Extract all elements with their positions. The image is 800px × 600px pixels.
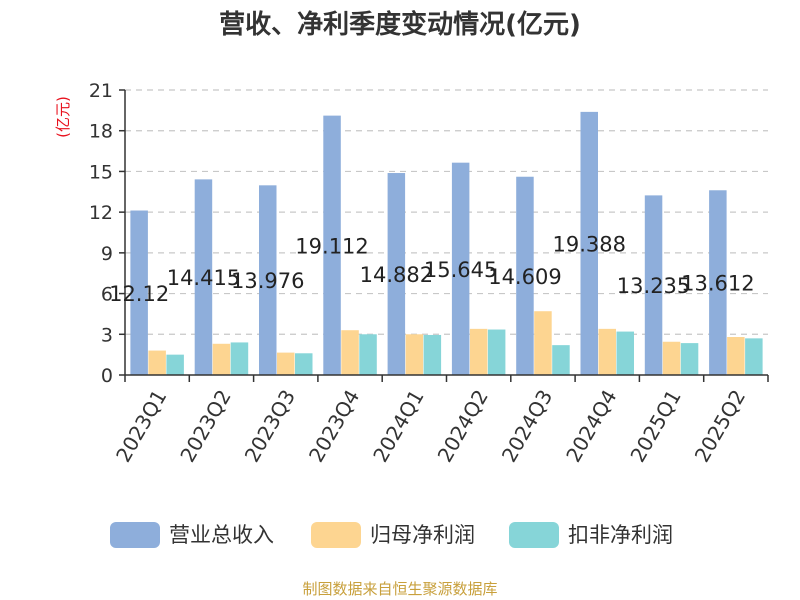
bar-2 xyxy=(469,328,488,375)
y-tick-label: 21 xyxy=(89,80,113,102)
x-tick-label: 2025Q1 xyxy=(625,386,685,467)
bar-1 xyxy=(387,173,406,375)
legend-swatch xyxy=(509,522,559,548)
data-label: 13.235 xyxy=(617,274,690,298)
x-tick-label: 2025Q2 xyxy=(690,386,750,467)
data-label: 12.12 xyxy=(109,282,169,306)
bar-3 xyxy=(359,334,377,375)
bar-2 xyxy=(662,341,681,375)
legend: 营业总收入 归母净利润 扣非净利润 xyxy=(110,522,673,548)
bar-3 xyxy=(616,331,634,375)
bar-2 xyxy=(598,328,616,375)
y-tick-label: 18 xyxy=(89,121,113,143)
x-tick-label: 2024Q2 xyxy=(433,386,493,467)
y-tick-label: 12 xyxy=(89,202,113,224)
x-tick-label: 2023Q2 xyxy=(175,386,235,467)
data-label: 13.612 xyxy=(681,272,754,296)
bar-1 xyxy=(259,185,277,375)
y-tick-label: 6 xyxy=(101,284,113,306)
gridlines xyxy=(125,89,768,335)
legend-label: 归母净利润 xyxy=(370,523,475,547)
bar-1 xyxy=(516,176,534,375)
bar-3 xyxy=(166,354,184,375)
legend-swatch xyxy=(110,522,160,548)
bar-3 xyxy=(295,353,313,375)
data-label: 14.415 xyxy=(167,266,240,290)
bar-3 xyxy=(745,338,763,375)
data-label: 13.976 xyxy=(231,269,304,293)
bar-2 xyxy=(727,337,745,375)
chart-title: 营收、净利季度变动情况(亿元) xyxy=(219,9,581,40)
bar-3 xyxy=(230,342,249,375)
bar-3 xyxy=(487,329,506,375)
legend-label: 扣非净利润 xyxy=(568,523,673,547)
data-label: 15.645 xyxy=(424,258,497,282)
y-tick-label: 15 xyxy=(89,161,113,183)
legend-label: 营业总收入 xyxy=(169,523,274,547)
y-tick-label: 0 xyxy=(101,365,113,387)
bar-2 xyxy=(341,330,359,375)
source-note: 制图数据来自恒生聚源数据库 xyxy=(302,580,497,598)
bar-1 xyxy=(194,179,213,375)
x-tick-label: 2024Q3 xyxy=(497,386,557,467)
bar-2 xyxy=(534,311,552,375)
bar-2 xyxy=(405,334,424,375)
legend-swatch xyxy=(311,522,361,548)
bar-3 xyxy=(680,343,699,375)
data-label: 19.112 xyxy=(295,234,368,258)
bar-2 xyxy=(212,343,231,375)
bar-1 xyxy=(709,190,727,375)
x-tick-label: 2023Q1 xyxy=(111,386,171,467)
bar-2 xyxy=(148,350,166,375)
x-tick-label: 2023Q3 xyxy=(240,386,300,467)
data-label: 19.388 xyxy=(553,232,626,256)
bar-2 xyxy=(277,352,295,375)
x-tick-label: 2024Q1 xyxy=(368,386,428,467)
data-label: 14.882 xyxy=(360,263,433,287)
bar-3 xyxy=(552,345,570,375)
x-tick-label: 2023Q4 xyxy=(304,386,364,467)
x-tick-label: 2024Q4 xyxy=(561,386,621,467)
bar-1 xyxy=(580,111,598,376)
bar-1 xyxy=(644,195,663,375)
y-tick-label: 9 xyxy=(101,243,113,265)
bar-1 xyxy=(451,162,470,375)
data-label: 14.609 xyxy=(488,265,561,289)
y-tick-label: 3 xyxy=(101,324,113,346)
y-axis: 0 3 6 9 12 15 18 21 xyxy=(89,80,125,387)
y-axis-unit: (亿元) xyxy=(54,96,72,138)
bar-3 xyxy=(423,334,442,375)
bar-1 xyxy=(323,115,341,375)
bars xyxy=(130,111,763,376)
bar-1 xyxy=(130,210,148,375)
